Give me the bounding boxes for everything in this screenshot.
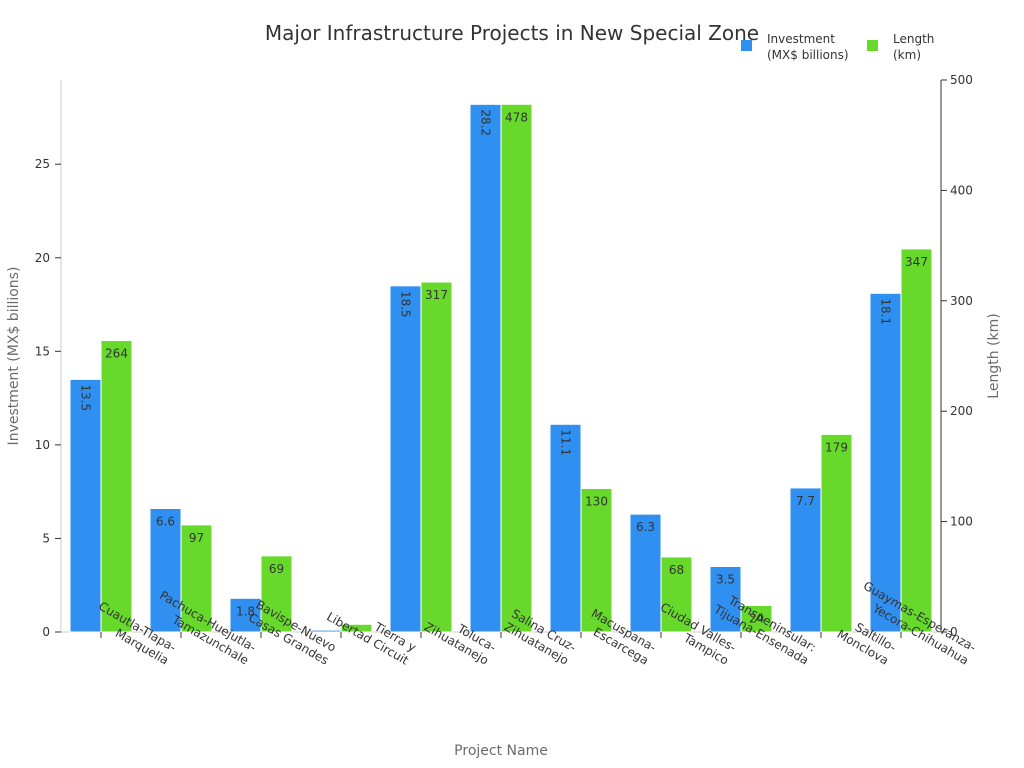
data-label: 317 [425,288,448,302]
legend-line: (MX$ billions) [767,48,849,62]
data-label: 130 [585,494,608,508]
bar-investment [789,487,822,633]
bar-length [260,555,293,633]
y-right-tick-label: 100 [950,515,973,529]
bar-length [900,248,933,633]
legend-line: Investment [767,32,835,46]
data-label: 264 [105,347,128,361]
bar-length [100,340,133,633]
data-label: 18.5 [399,291,413,318]
bar-investment [149,508,182,633]
y-axis-left-title: Investment (MX$ billions) [6,267,22,446]
data-label: 1.8 [236,604,255,618]
legend-line: (km) [893,48,921,62]
y-right-tick-label: 200 [950,404,973,418]
legend-swatch-length [867,40,878,51]
data-label: 6.3 [636,520,655,534]
bar-length [340,623,373,633]
legend-swatch-investment [741,40,752,51]
y-left-tick-label: 20 [35,251,50,265]
bars [69,103,933,633]
bar-investment [69,378,102,633]
data-label: 68 [669,563,684,577]
data-label: 3.5 [716,573,735,587]
data-label: 69 [269,562,284,576]
x-axis-title: Project Name [454,743,548,759]
y-right-tick-label: 400 [950,183,973,197]
data-labels: 13.5 264 6.6 97 1.8 69 18.5 317 28.2 478 11.1 130 6.… [79,109,928,625]
legend-label-investment: Investment (MX$ billions) [767,32,849,62]
y-left-tick-label: 10 [35,438,50,452]
y-right-tick-label: 300 [950,294,973,308]
bar-length [660,556,693,633]
data-label: 6.6 [156,515,175,529]
data-label: 11.1 [559,429,573,456]
y-left-tick-label: 15 [35,344,50,358]
data-label: 7.7 [796,494,815,508]
y-axis-right-title: Length (km) [986,313,1002,398]
y-left-tick-label: 5 [42,531,50,545]
bar-investment [549,423,582,633]
data-label: 97 [189,531,204,545]
bar-investment [229,597,262,633]
bar-investment [629,513,662,633]
bar-length [500,103,533,633]
y-left-tick-label: 0 [42,625,50,639]
data-label: 478 [505,110,528,124]
data-label: 24 [749,612,764,626]
chart-title: Major Infrastructure Projects in New Spe… [265,21,759,45]
y-left-tick-label: 25 [35,157,50,171]
legend-label-length: Length (km) [893,32,938,62]
y-right-tick-label: 500 [950,73,973,87]
bar-length [420,281,453,633]
data-label: 18.1 [879,298,893,325]
bar-length [740,605,773,633]
bar-investment [709,566,742,633]
bar-investment [469,103,502,633]
bar-length [180,524,213,633]
data-label: 28.2 [479,109,493,136]
legend: Investment (MX$ billions) Length (km) [741,32,938,62]
bar-investment [869,292,902,633]
bar-length [580,487,613,633]
bar-length [820,433,853,633]
y-right-tick-label: 0 [950,625,958,639]
legend-line: Length [893,32,934,46]
bar-investment [389,285,422,633]
data-label: 347 [905,255,928,269]
data-label: 13.5 [79,384,93,411]
data-label: 179 [825,440,848,454]
